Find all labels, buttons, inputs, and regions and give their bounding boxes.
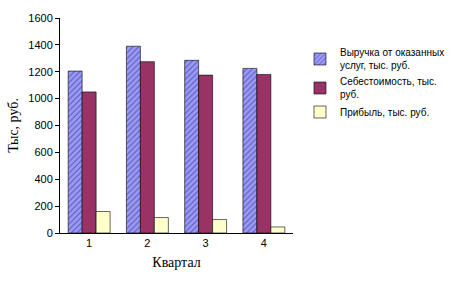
svg-text:Выручка от оказанныхуслуг, тыс: Выручка от оказанныхуслуг, тыс. руб. <box>340 47 444 71</box>
svg-text:600: 600 <box>34 146 52 158</box>
svg-text:800: 800 <box>34 119 52 131</box>
svg-text:Себестоимость, тыс.руб.: Себестоимость, тыс.руб. <box>340 76 437 100</box>
svg-text:Квартал: Квартал <box>152 255 200 270</box>
svg-text:1: 1 <box>86 237 92 249</box>
svg-text:200: 200 <box>34 200 52 212</box>
svg-text:Прибыль, тыс. руб.: Прибыль, тыс. руб. <box>340 107 429 118</box>
svg-text:4: 4 <box>261 237 267 249</box>
svg-text:3: 3 <box>203 237 209 249</box>
svg-text:1400: 1400 <box>28 39 52 51</box>
svg-text:1000: 1000 <box>28 92 52 104</box>
svg-text:400: 400 <box>34 173 52 185</box>
svg-text:0: 0 <box>47 227 53 239</box>
svg-text:Тыс, руб.: Тыс, руб. <box>6 98 21 153</box>
svg-text:1200: 1200 <box>28 66 52 78</box>
svg-text:2: 2 <box>144 237 150 249</box>
svg-text:1600: 1600 <box>28 12 52 24</box>
